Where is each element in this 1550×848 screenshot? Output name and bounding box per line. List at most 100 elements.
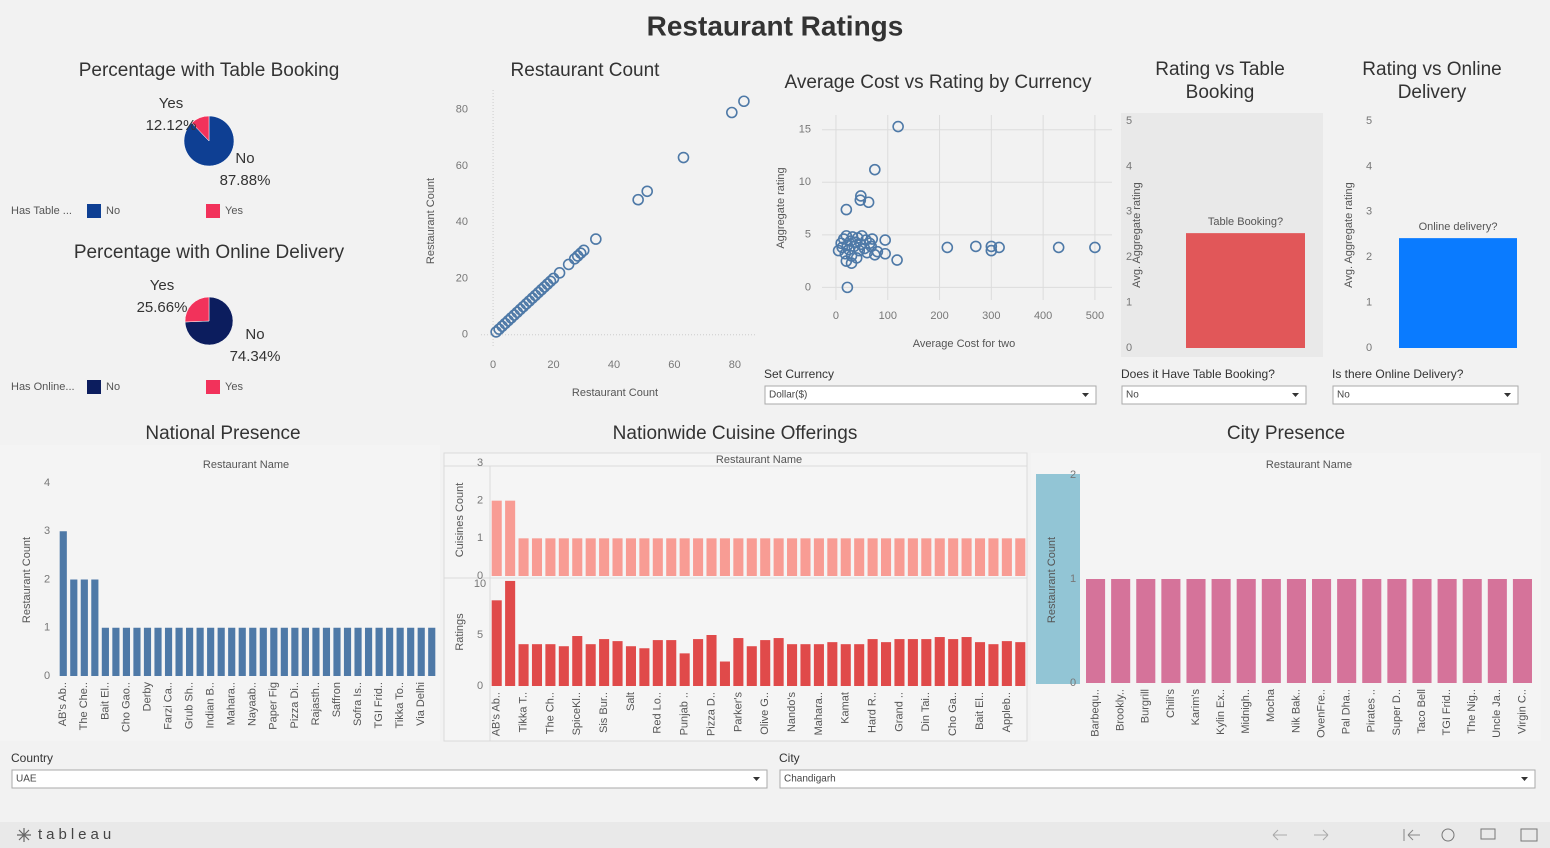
bar — [133, 627, 141, 676]
y-tick-label: 5 — [1366, 115, 1372, 127]
bar — [1512, 579, 1532, 683]
x-tick-label: Virgin C.. — [1516, 689, 1528, 734]
bar — [291, 627, 299, 676]
x-tick-label: 20 — [547, 359, 559, 371]
point — [855, 190, 867, 202]
slice-value: 87.88% — [220, 172, 271, 189]
x-tick-label: Taco Bell — [1416, 689, 1428, 734]
legend-label: Yes — [225, 381, 243, 393]
point — [836, 241, 848, 254]
x-tick-label: 500 — [1086, 310, 1104, 322]
y-axis-label: Restaurant Count — [1046, 537, 1058, 623]
bar — [154, 627, 162, 676]
point — [891, 254, 903, 266]
logo-icon — [17, 828, 31, 842]
x-axis-label: Restaurant Name — [203, 459, 289, 471]
x-tick-label: Din Tai.. — [920, 692, 932, 732]
y-tick-label: 3 — [1366, 206, 1372, 218]
logo: tableau — [38, 826, 115, 843]
bar — [175, 627, 183, 676]
y-tick-label: 0 — [805, 281, 811, 293]
pie-slice — [184, 296, 234, 346]
bar — [1015, 538, 1026, 576]
dropdown[interactable] — [1332, 385, 1519, 405]
bar — [322, 627, 331, 676]
bar — [612, 538, 623, 576]
y-tick-label: 2 — [44, 573, 50, 585]
point — [544, 275, 557, 288]
y-tick-label: 1 — [1366, 297, 1372, 309]
bar — [1015, 642, 1026, 686]
redo-icon[interactable] — [1314, 829, 1329, 841]
point — [641, 185, 654, 198]
x-tick-label: Super D.. — [1391, 689, 1403, 735]
dropdown[interactable] — [1121, 385, 1307, 405]
dropdown-arrow — [1504, 393, 1511, 397]
bar — [122, 627, 131, 676]
bar — [196, 627, 204, 676]
dropdown-arrow — [1292, 393, 1299, 397]
chart-title: Nationwide Cuisine Offerings — [613, 423, 858, 444]
bar — [1399, 238, 1517, 348]
x-tick-label: Sofra Is.. — [352, 682, 364, 726]
y-axis-label: Aggregate rating — [775, 167, 787, 248]
fullscreen-icon[interactable] — [1520, 828, 1538, 842]
bar — [217, 627, 225, 676]
bar — [228, 627, 236, 676]
bar — [1161, 579, 1181, 683]
bar — [1211, 579, 1231, 683]
point — [590, 233, 602, 245]
bar — [531, 538, 543, 576]
bar — [733, 638, 744, 686]
x-tick-label: Bait El.. — [99, 682, 111, 720]
bar — [143, 627, 152, 676]
bar — [1236, 579, 1256, 683]
x-tick-label: The Ch.. — [544, 692, 556, 734]
y-axis-label: Avg. Aggregate rating — [1131, 182, 1143, 288]
bar — [961, 637, 972, 686]
x-tick-label: 80 — [729, 359, 741, 371]
x-tick-label: Derby — [141, 682, 153, 712]
bar — [59, 531, 67, 676]
x-tick-label: TGI Frid.. — [373, 682, 385, 728]
bar — [934, 637, 945, 686]
point — [869, 163, 881, 176]
bar — [70, 579, 78, 676]
x-tick-label: Brookly.. — [1115, 689, 1127, 731]
bar — [1186, 233, 1305, 348]
bar — [599, 538, 610, 576]
y-axis-label: Avg. Aggregate rating — [1343, 182, 1355, 288]
bar — [164, 627, 173, 676]
legend-swatch — [87, 204, 101, 218]
bar — [679, 653, 690, 686]
chart-title: Restaurant Count — [511, 60, 661, 81]
x-axis-label: Restaurant Count — [572, 387, 658, 399]
share-icon[interactable] — [1441, 828, 1455, 842]
x-tick-label: Cho Gao.. — [120, 682, 132, 732]
dropdown-value: UAE — [16, 774, 37, 785]
slice-label: No — [235, 150, 254, 167]
y-tick-label: 10 — [474, 578, 486, 590]
chart-title: Percentage with Table Booking — [79, 60, 340, 81]
bar — [693, 639, 704, 686]
bar — [1462, 579, 1482, 683]
bar — [1136, 579, 1156, 683]
y-tick-label: 1 — [1070, 573, 1076, 585]
undo-icon[interactable] — [1272, 829, 1287, 841]
point — [841, 281, 854, 294]
x-tick-label: AB's Ab.. — [57, 682, 69, 726]
point — [879, 234, 891, 246]
x-tick-label: Grub Sh.. — [184, 682, 196, 729]
dropdown[interactable] — [764, 385, 1097, 405]
y-tick-label: 60 — [456, 160, 468, 172]
chart-title: Average Cost vs Rating by Currency — [785, 72, 1092, 93]
revert-icon[interactable] — [1403, 829, 1420, 841]
slice-value: 12.12% — [146, 117, 197, 134]
dropdown[interactable] — [11, 769, 768, 789]
download-icon[interactable] — [1480, 828, 1496, 840]
x-tick-label: Burgrill — [1140, 689, 1152, 723]
x-tick-label: Rajasth.. — [310, 682, 322, 725]
bar — [787, 538, 798, 576]
bar — [746, 538, 757, 576]
dropdown[interactable] — [779, 769, 1536, 789]
